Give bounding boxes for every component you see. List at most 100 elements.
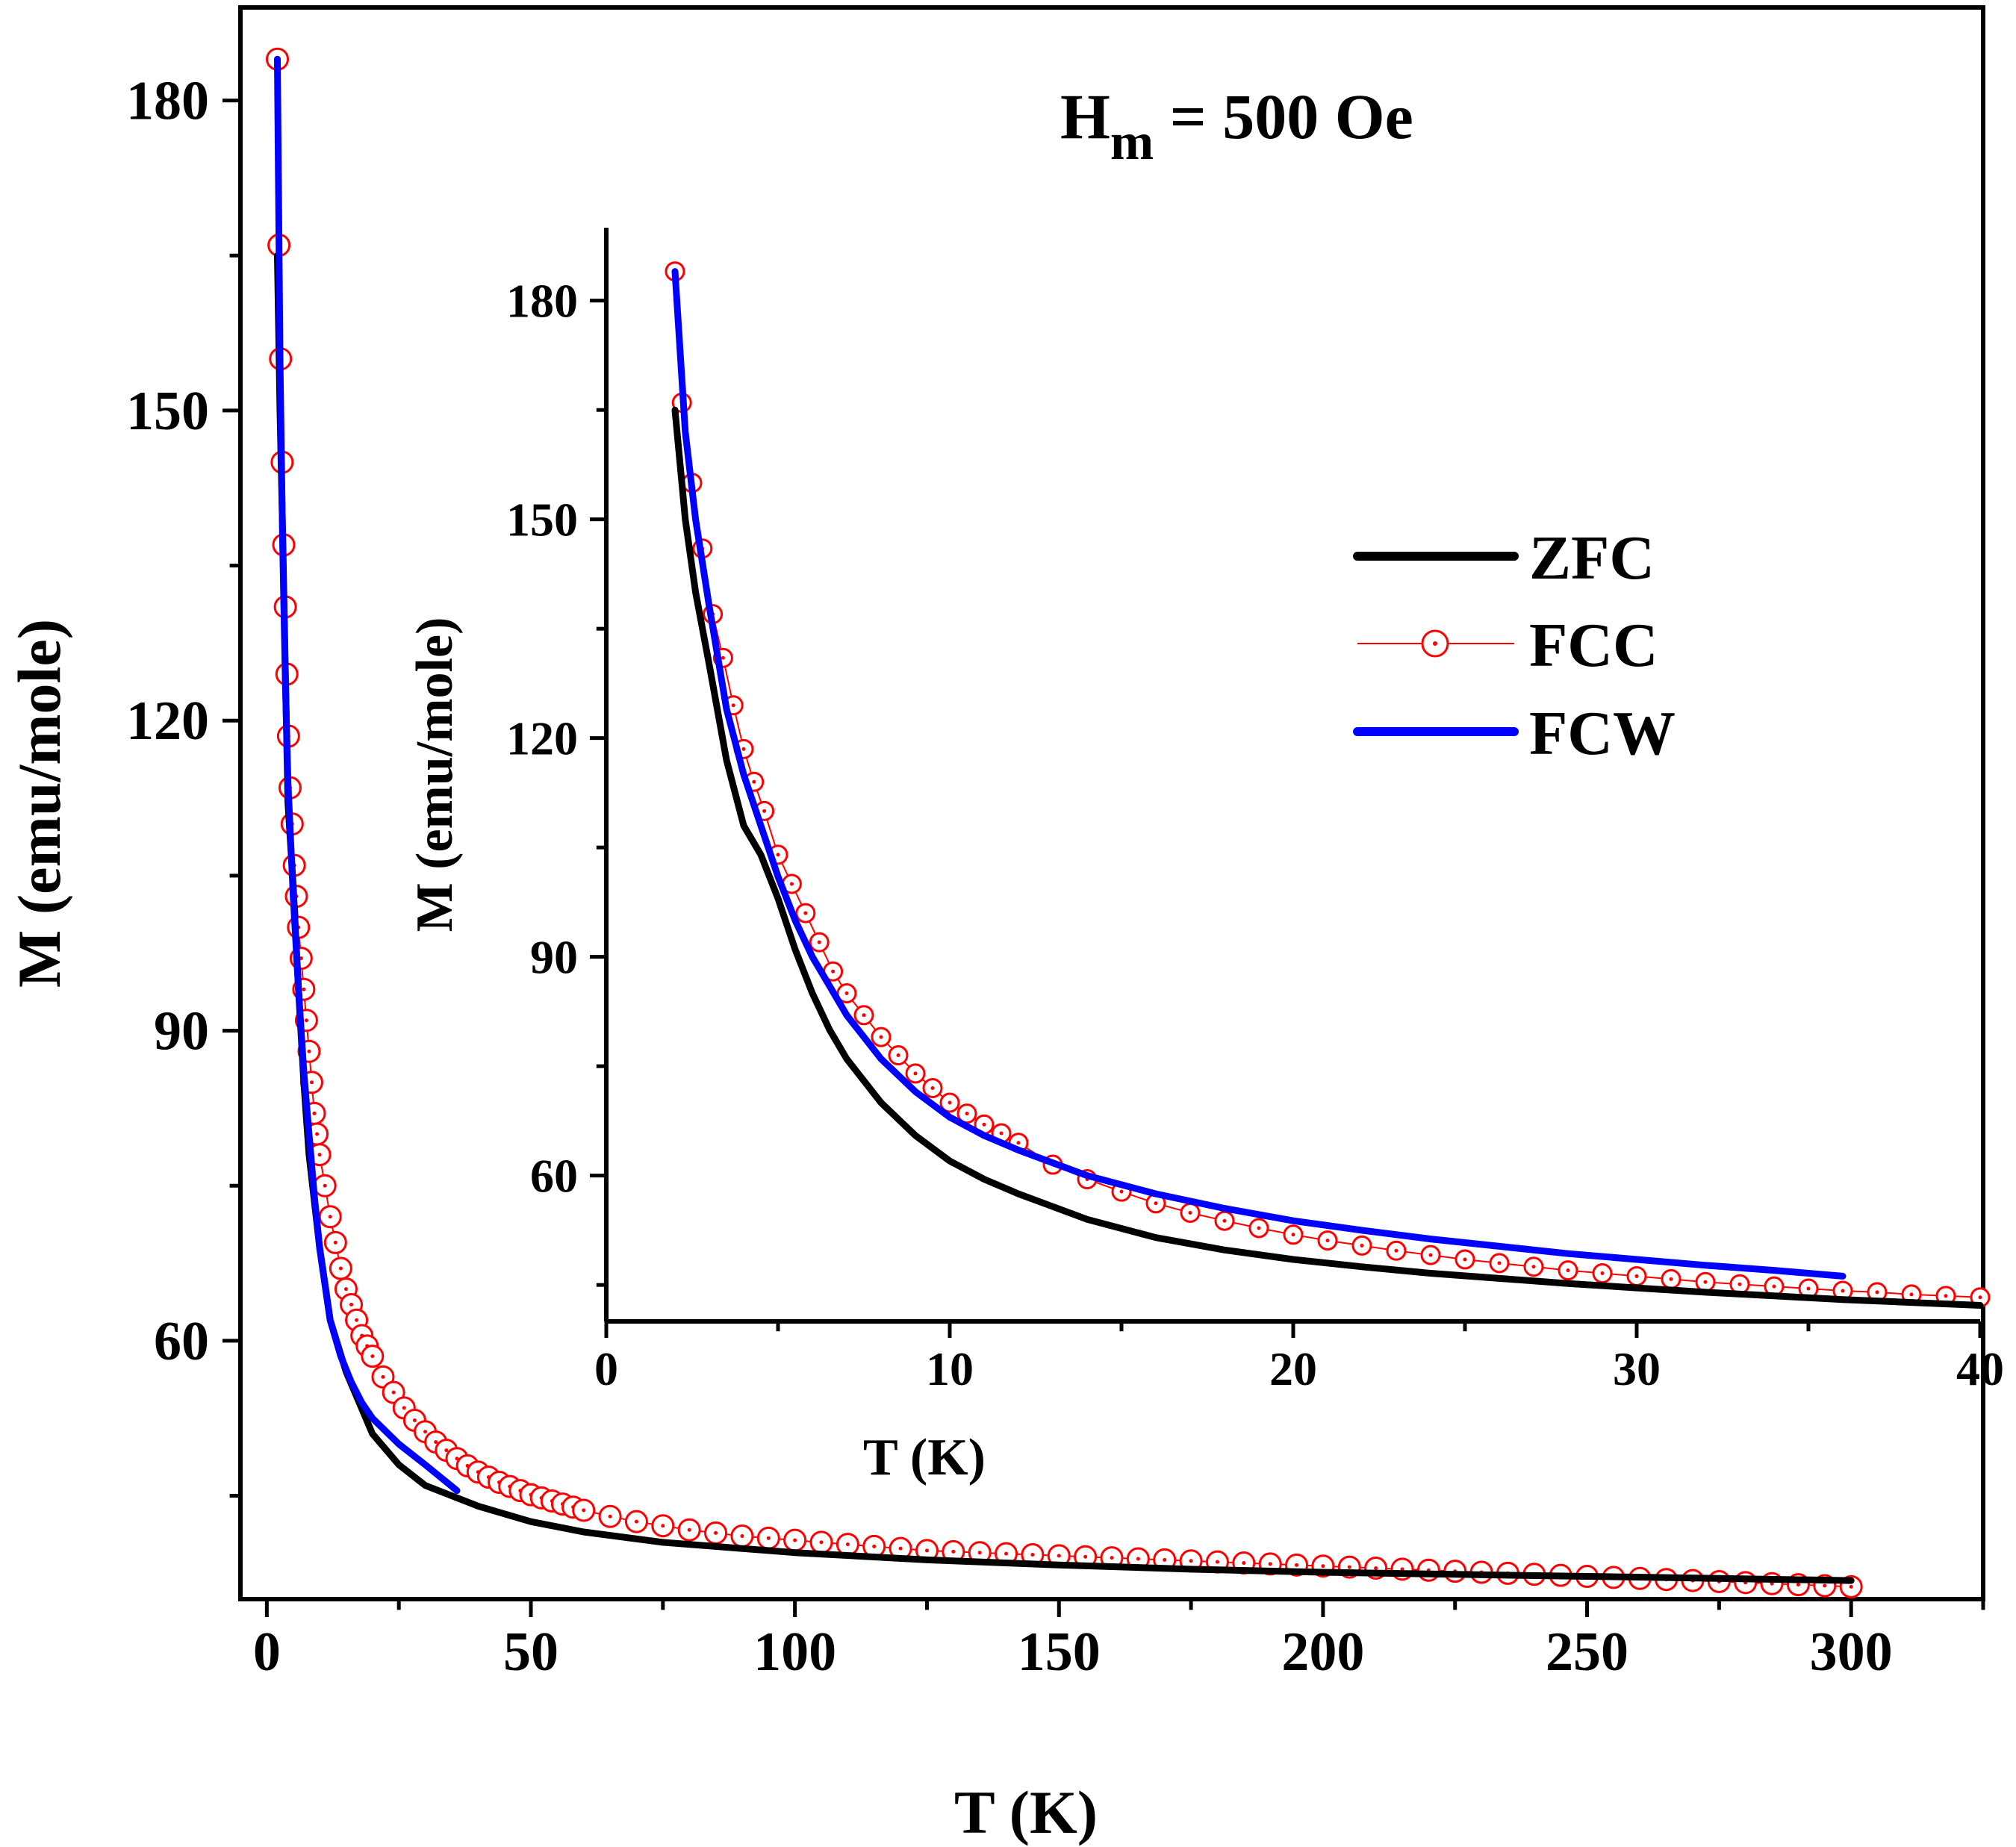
main-series-fcc-point-dot <box>302 987 306 991</box>
inset-series-fcc-point-dot <box>1634 1274 1639 1278</box>
inset-y-tick-label: 120 <box>506 712 578 765</box>
inset-series-fcc-point-dot <box>1600 1271 1605 1276</box>
main-y-axis-title: M (emu/mole) <box>5 619 73 988</box>
main-series-fcc-point-dot <box>1215 1560 1219 1564</box>
inset-series-fcc-point-dot <box>1806 1286 1811 1291</box>
main-series-fcc-point-dot <box>977 1551 982 1555</box>
main-series-fcc-point-dot <box>317 1153 322 1157</box>
main-series-fcc-point-dot <box>1268 1562 1272 1566</box>
inset-series-fcc-point-dot <box>1394 1248 1399 1253</box>
inset-series-fcc-point-dot <box>844 991 849 995</box>
inset-series-fcc-point-dot <box>896 1053 900 1058</box>
legend: ZFC FCC FCW <box>1353 523 1676 768</box>
main-series-fcc-point-dot <box>1321 1564 1325 1569</box>
inset-series-fcc-point-dot <box>1463 1257 1467 1262</box>
inset-series-fcw-line <box>671 268 1847 1280</box>
inset-x-tick-label: 10 <box>926 1342 974 1395</box>
main-series-fcc-point-dot <box>1030 1552 1035 1557</box>
legend-label-zfc: ZFC <box>1529 523 1655 593</box>
main-series-fcc-point-dot <box>898 1546 903 1551</box>
inset-series-fcc-point-dot <box>1325 1239 1330 1243</box>
main-series-fcc-point-dot <box>349 1302 354 1306</box>
main-y-tick-label: 150 <box>126 381 209 442</box>
inset-x-tick-label: 0 <box>594 1342 618 1395</box>
inset-series-fcc-point-dot <box>1875 1290 1879 1295</box>
main-x-tick-label: 0 <box>253 1622 281 1683</box>
main-series-fcc-point-dot <box>1400 1567 1404 1572</box>
main-x-tick-label: 150 <box>1018 1622 1101 1683</box>
inset-series-fcc-point-dot <box>721 655 725 660</box>
inset-series-fcc-point-dot <box>1772 1284 1776 1289</box>
main-series-fcc-point-dot <box>1163 1557 1167 1562</box>
main-series-fcc-point-dot <box>714 1530 718 1535</box>
main-x-tick-label: 50 <box>503 1622 559 1683</box>
inset-series-fcc-point-dot <box>1016 1141 1021 1145</box>
main-series-fcc-point-dot <box>1242 1561 1246 1566</box>
main-series-fcc-point-dot <box>1849 1584 1853 1589</box>
inset-series-fcc-point-dot <box>1737 1282 1742 1286</box>
main-series-fcc-point-dot <box>608 1514 612 1519</box>
main-series-fcc-point-dot <box>793 1538 797 1542</box>
legend-label-fcc: FCC <box>1529 611 1658 680</box>
main-series-fcc-point-dot <box>307 1049 311 1053</box>
main-series-fcc-point-dot <box>1057 1554 1061 1558</box>
main-series-fcc-point-dot <box>338 1266 343 1271</box>
inset-series-fcc-point-dot <box>1909 1292 1914 1297</box>
inset-series-fcc-point-dot <box>1944 1294 1948 1298</box>
inset-series-fcc-point-dot <box>731 703 735 708</box>
inset-y-tick-label: 150 <box>506 493 578 546</box>
legend-label-fcw: FCW <box>1529 699 1676 768</box>
annotation-main: H <box>1060 81 1110 152</box>
main-series-fcc-point-dot <box>1823 1583 1827 1588</box>
inset-y-tick-label: 60 <box>530 1150 578 1203</box>
main-x-tick-label: 300 <box>1810 1622 1893 1683</box>
inset-series-fcc-point-dot <box>831 969 836 974</box>
main-x-tick-label: 100 <box>753 1622 836 1683</box>
inset-series-fcc-point-dot <box>803 911 808 915</box>
inset-series-fcc-point-dot <box>762 809 767 813</box>
main-series-fcc-point-dot <box>312 1111 317 1115</box>
main-series-fcc-point-dot <box>634 1519 638 1524</box>
main-series-fcc-point-dot <box>1770 1581 1774 1586</box>
main-series-fcc-point-dot <box>1004 1551 1009 1556</box>
main-series-fcc-point-dot <box>381 1374 385 1379</box>
inset-x-tick-label: 40 <box>1956 1342 2004 1395</box>
main-series-fcc-point-dot <box>845 1542 850 1547</box>
inset-x-tick-label: 20 <box>1269 1342 1317 1395</box>
main-series-fcc-point-dot <box>333 1240 337 1245</box>
main-series-fcc-point-dot <box>391 1390 396 1395</box>
inset-series-fcc-point-dot <box>1119 1189 1124 1194</box>
inset-series-fcc-point-dot <box>1188 1210 1192 1215</box>
main-series-fcc-point-dot <box>924 1548 929 1553</box>
inset-x-tick-label: 30 <box>1613 1342 1661 1395</box>
main-series-fcc-point-dot <box>1295 1563 1299 1567</box>
inset-series-fcc-point-dot <box>948 1100 952 1105</box>
inset-series-fcc-point-dot <box>752 779 756 784</box>
main-series-fcc-point-dot <box>323 1183 327 1188</box>
main-x-tick-label: 250 <box>1546 1622 1628 1683</box>
main-series-fcw-line <box>274 55 461 1495</box>
inset-series-fcc-point-dot <box>913 1071 918 1076</box>
main-series-fcc-point-dot <box>661 1524 665 1528</box>
main-series-fcc-point-dot <box>1110 1556 1114 1560</box>
main-series-fcc-point-dot <box>1189 1559 1193 1563</box>
inset-series-fcc-point-dot <box>1497 1261 1502 1265</box>
inset-series-fcc-point-dot <box>1360 1243 1364 1248</box>
main-series-fcc-point-dot <box>582 1508 586 1513</box>
main-series-fcc-point-dot <box>1796 1583 1800 1587</box>
annotation-rest: = 500 Oe <box>1154 81 1413 152</box>
main-series-fcc-point-dot <box>434 1440 438 1445</box>
main-series-fcc-point-dot <box>315 1132 320 1136</box>
main-x-axis-title: T (K) <box>954 1778 1098 1846</box>
inset-series-fcc-point-dot <box>1222 1218 1227 1223</box>
main-series-fcc-point-dot <box>766 1536 771 1540</box>
main-series-fcc-point-dot <box>951 1549 956 1554</box>
field-annotation: Hm = 500 Oe <box>1060 81 1413 171</box>
main-y-tick-label: 60 <box>154 1311 209 1372</box>
main-series-fcc-point-dot <box>1374 1566 1378 1570</box>
inset-series-fcc-point-dot <box>930 1086 935 1090</box>
inset-series-fcc-point-dot <box>965 1112 969 1116</box>
main-series-fcc-point-dot <box>309 1080 314 1085</box>
